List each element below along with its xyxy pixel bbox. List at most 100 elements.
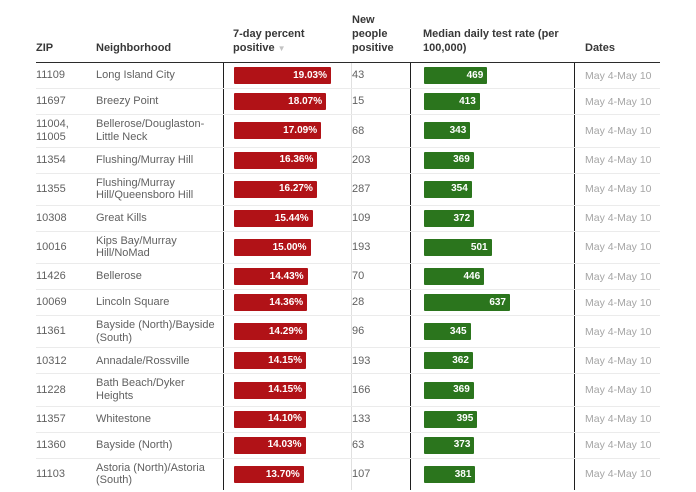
test-rate-bar: 395 bbox=[424, 410, 478, 428]
percent-positive-value: 14.15% bbox=[268, 384, 303, 396]
table-row: 11361 Bayside (North)/Bayside (South) 14… bbox=[36, 316, 660, 349]
percent-positive-value: 18.07% bbox=[288, 96, 323, 107]
zip-cell: 10069 bbox=[36, 296, 67, 309]
percent-positive-value: 14.15% bbox=[268, 355, 303, 367]
test-rate-cell: 469 bbox=[410, 63, 575, 89]
new-people-cell: 133 bbox=[352, 412, 371, 425]
test-rate-value: 395 bbox=[456, 413, 474, 425]
test-rate-bar: 373 bbox=[424, 436, 475, 454]
percent-positive-bar: 14.29% bbox=[234, 323, 307, 341]
new-people-cell: 193 bbox=[352, 241, 371, 254]
table-row: 11228 Bath Beach/Dyker Heights 14.15% 16… bbox=[36, 374, 660, 407]
new-people-cell: 96 bbox=[352, 325, 365, 338]
dates-cell: May 4-May 10 bbox=[585, 354, 652, 367]
neighborhood-cell: Bellerose/Douglaston-Little Neck bbox=[96, 118, 205, 143]
col-header-neighborhood[interactable]: Neighborhood bbox=[96, 41, 172, 54]
test-rate-bar: 501 bbox=[424, 238, 492, 256]
new-people-cell: 107 bbox=[352, 467, 371, 480]
percent-positive-value: 14.43% bbox=[269, 270, 304, 282]
test-rate-bar: 469 bbox=[424, 67, 488, 85]
new-people-cell: 166 bbox=[352, 383, 371, 396]
test-rate-bar: 413 bbox=[424, 93, 480, 111]
percent-positive-value: 15.44% bbox=[274, 212, 309, 224]
new-people-cell: 109 bbox=[352, 211, 371, 224]
test-rate-value: 373 bbox=[453, 439, 471, 451]
test-rate-bar: 369 bbox=[424, 381, 474, 399]
neighborhood-cell: Bayside (North)/Bayside (South) bbox=[96, 319, 215, 344]
percent-positive-bar: 14.43% bbox=[234, 268, 308, 286]
zip-cell: 11357 bbox=[36, 412, 66, 425]
percent-positive-cell: 14.43% bbox=[223, 264, 352, 290]
percent-positive-cell: 17.09% bbox=[223, 115, 352, 147]
percent-positive-bar: 14.36% bbox=[234, 294, 308, 312]
col-header-percent-positive[interactable]: 7-day percent positive ▼ bbox=[223, 28, 352, 56]
neighborhood-cell: Breezy Point bbox=[96, 95, 159, 108]
test-rate-cell: 413 bbox=[410, 89, 575, 115]
neighborhood-cell: Bath Beach/Dyker Heights bbox=[96, 377, 185, 403]
percent-positive-value: 14.29% bbox=[268, 325, 303, 337]
zip-cell: 11004, 11005 bbox=[36, 118, 69, 143]
test-rate-cell: 354 bbox=[410, 173, 575, 205]
table-header: ZIP Neighborhood 7-day percent positive ▼… bbox=[36, 14, 660, 64]
test-rate-cell: 372 bbox=[410, 205, 575, 231]
table-row: 11355 Flushing/Murray Hill/Queensboro Hi… bbox=[36, 173, 660, 206]
test-rate-cell: 369 bbox=[410, 147, 575, 173]
percent-positive-value: 14.10% bbox=[267, 413, 302, 425]
percent-positive-value: 16.27% bbox=[278, 183, 313, 195]
zip-cell: 10308 bbox=[36, 211, 67, 224]
dates-cell: May 4-May 10 bbox=[585, 212, 652, 225]
test-rate-value: 413 bbox=[459, 96, 476, 107]
percent-positive-cell: 14.36% bbox=[223, 290, 352, 316]
neighborhood-cell: Whitestone bbox=[96, 412, 152, 425]
dates-cell: May 4-May 10 bbox=[585, 413, 652, 426]
percent-positive-bar: 15.00% bbox=[234, 238, 311, 256]
table-row: 11004, 11005 Bellerose/Douglaston-Little… bbox=[36, 115, 660, 148]
test-rate-value: 372 bbox=[453, 212, 471, 224]
dates-cell: May 4-May 10 bbox=[585, 95, 652, 108]
percent-positive-value: 15.00% bbox=[272, 241, 307, 253]
dates-cell: May 4-May 10 bbox=[585, 325, 652, 338]
zip-cell: 11355 bbox=[36, 182, 66, 195]
new-people-cell: 203 bbox=[352, 153, 371, 166]
dates-cell: May 4-May 10 bbox=[585, 241, 652, 254]
new-people-cell: 70 bbox=[352, 270, 365, 283]
test-rate-bar: 446 bbox=[424, 268, 485, 286]
test-rate-bar: 372 bbox=[424, 209, 475, 227]
test-rate-bar: 345 bbox=[424, 323, 471, 341]
col-header-dates[interactable]: Dates bbox=[585, 41, 615, 54]
test-rate-cell: 343 bbox=[410, 115, 575, 147]
percent-positive-value: 16.36% bbox=[279, 154, 314, 166]
neighborhood-cell: Astoria (North)/Astoria (South) bbox=[96, 461, 205, 487]
dates-cell: May 4-May 10 bbox=[585, 183, 652, 196]
percent-positive-value: 13.70% bbox=[265, 468, 300, 480]
new-people-cell: 43 bbox=[352, 69, 365, 82]
test-rate-bar: 381 bbox=[424, 465, 476, 483]
percent-positive-cell: 14.15% bbox=[223, 374, 352, 406]
neighborhood-cell: Great Kills bbox=[96, 211, 147, 224]
test-rate-value: 369 bbox=[453, 154, 470, 166]
test-rate-value: 469 bbox=[466, 70, 484, 81]
test-rate-value: 343 bbox=[449, 125, 467, 137]
table-row: 10312 Annadale/Rossville 14.15% 193 362 … bbox=[36, 348, 660, 375]
percent-positive-bar: 14.15% bbox=[234, 352, 307, 370]
percent-positive-cell: 15.44% bbox=[223, 205, 352, 231]
col-header-new-people-positive[interactable]: New people positive bbox=[352, 14, 394, 54]
zip-cell: 11109 bbox=[36, 69, 65, 82]
table-body: 11109 Long Island City 19.03% 43 469 May… bbox=[36, 63, 660, 490]
test-rate-value: 446 bbox=[463, 270, 481, 282]
dates-cell: May 4-May 10 bbox=[585, 124, 652, 137]
neighborhood-cell: Kips Bay/Murray Hill/NoMad bbox=[96, 234, 177, 260]
col-header-zip[interactable]: ZIP bbox=[36, 41, 54, 54]
test-rate-value: 354 bbox=[451, 183, 468, 195]
test-rate-bar: 343 bbox=[424, 122, 471, 140]
new-people-cell: 63 bbox=[352, 438, 365, 451]
percent-positive-value: 14.03% bbox=[267, 439, 302, 451]
dates-cell: May 4-May 10 bbox=[585, 69, 652, 82]
col-header-median-test-rate[interactable]: Median daily test rate (per 100,000) bbox=[423, 27, 559, 54]
percent-positive-cell: 13.70% bbox=[223, 458, 352, 490]
percent-positive-cell: 16.36% bbox=[223, 147, 352, 173]
new-people-cell: 68 bbox=[352, 124, 365, 137]
test-rate-cell: 501 bbox=[410, 231, 575, 264]
dates-cell: May 4-May 10 bbox=[585, 296, 652, 309]
